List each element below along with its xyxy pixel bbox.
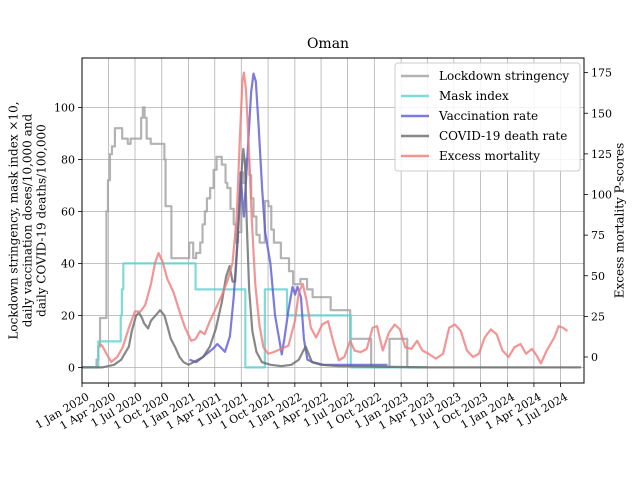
y-axis-left: 0 20 40 60 80 100 — [54, 101, 82, 374]
legend-entry: Vaccination rate — [438, 109, 538, 123]
series-line-vaccination-rate — [189, 72, 388, 366]
y-right-tick-label: 75 — [591, 229, 605, 242]
y-axis-left-label-line: Lockdown stringency, mask index ×10, — [7, 101, 21, 339]
legend: Lockdown stringency Mask index Vaccination… — [394, 62, 581, 172]
legend-entry: Mask index — [439, 89, 509, 103]
y-axis-left-label-line: daily COVID-19 deaths/100,000 — [35, 124, 49, 317]
y-left-tick-label: 0 — [68, 361, 75, 374]
legend-entry: Lockdown stringency — [439, 69, 569, 83]
y-left-tick-label: 40 — [61, 257, 75, 270]
y-left-tick-label: 100 — [54, 101, 75, 114]
series-layer — [82, 71, 582, 369]
legend-entry: COVID-19 death rate — [439, 129, 567, 143]
legend-entry: Excess mortality — [439, 149, 540, 163]
y-right-tick-label: 125 — [591, 148, 612, 161]
series-line-mask-index — [82, 262, 428, 369]
series-line-lockdown-stringency — [82, 106, 428, 369]
y-left-tick-label: 80 — [61, 153, 75, 166]
legend-box — [394, 62, 581, 172]
grid-lines — [81, 58, 584, 383]
y-right-tick-label: 100 — [591, 189, 612, 202]
chart-title: Oman — [307, 36, 349, 52]
plot-frame — [81, 57, 585, 384]
y-axis-left-label: Lockdown stringency, mask index ×10, dail… — [7, 101, 49, 339]
y-axis-right-label: Excess mortality P-scores — [613, 143, 627, 298]
y-axis-left-label-line: daily vaccination doses/10,000 and — [21, 114, 35, 328]
y-right-tick-label: 175 — [591, 67, 612, 80]
series-line-covid-19-death-rate — [82, 147, 582, 369]
series-line-excess-mortality — [98, 71, 569, 365]
y-right-tick-label: 25 — [591, 310, 605, 323]
y-right-tick-label: 50 — [591, 270, 605, 283]
y-left-tick-label: 20 — [61, 309, 75, 322]
y-right-tick-label: 0 — [591, 351, 598, 364]
y-axis-right: 0 25 50 75 100 125 150 175 — [584, 67, 612, 364]
y-left-tick-label: 60 — [61, 205, 75, 218]
y-right-tick-label: 150 — [591, 107, 612, 120]
